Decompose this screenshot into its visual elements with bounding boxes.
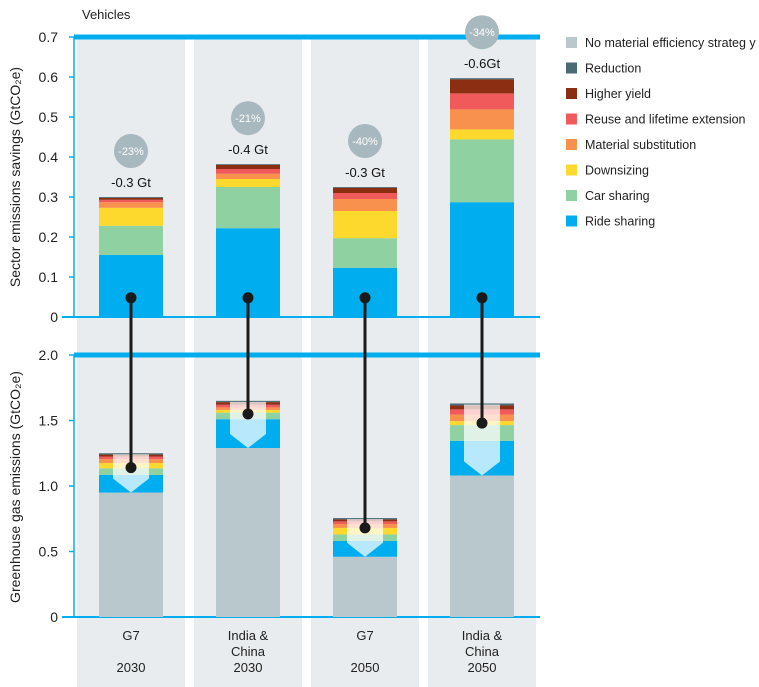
saving-arrow [464,404,500,476]
legend-swatch [566,88,577,99]
top-bar-segment-reduction [450,78,514,80]
top-bar-segment-reuse-and-lifetime-extension [450,93,514,110]
x-label-region: India & [462,628,503,643]
top-tick-label: 0.2 [39,229,59,245]
bottom-y-axis-title: Greenhouse gas emissions (GtCO₂e) [7,371,23,603]
top-tick-label: 0.7 [39,29,59,45]
top-bar-segment-material-substitution [333,199,397,211]
top-bar-segment-higher-yield [450,79,514,94]
top-bar-segment-reduction [216,164,280,165]
bottom-bar-baseline [216,448,280,617]
chart-title: Vehicles [82,7,131,22]
top-bar-segment-reduction [333,187,397,188]
legend-swatch [566,164,577,176]
legend-label: Ride sharing [585,215,655,229]
x-label-year: 2030 [117,660,146,675]
top-bar-segment-car-sharing [99,225,163,255]
top-bar-segment-reuse-and-lifetime-extension [216,169,280,174]
legend-swatch [566,37,577,48]
percent-label: -21% [235,113,261,125]
x-label-region: India & [228,628,269,643]
bottom-tick-label: 2.0 [39,347,59,363]
total-label: -0.4 Gt [228,142,268,157]
top-bar-segment-reduction [99,197,163,198]
top-bar-segment-downsizing [216,179,280,187]
percent-bubble [465,15,499,50]
legend-label: Material substitution [585,138,696,152]
top-y-axis-title: Sector emissions savings (GtCO₂e) [7,67,23,287]
top-bar-segment-downsizing [450,129,514,140]
connector-dot-top [359,292,371,304]
bottom-tick-label: 1.5 [39,413,59,429]
legend-label: No material efficiency strateg y [585,36,756,50]
connector-dot-bottom [242,408,254,420]
top-bar-segment-higher-yield [216,165,280,169]
legend-label: Downsizing [585,164,649,178]
legend: No material efficiency strateg y Reductio… [566,36,756,229]
top-tick-label: 0.6 [39,69,59,85]
legend-swatch [566,139,577,150]
top-bar-segment-car-sharing [216,187,280,229]
percent-label: -34% [469,27,495,39]
top-bar-segment-car-sharing [450,139,514,203]
x-label-region-2: China [465,644,500,659]
saving-arrow [230,401,266,449]
top-labels: -0.3 Gt -23% -0.4 Gt -21% -0.3 Gt -40% -0.6Gt -… [111,15,500,190]
legend-label: Car sharing [585,189,650,203]
total-label: -0.3 Gt [111,175,151,190]
saving-arrow [347,519,383,557]
legend-label: Reduction [585,62,641,76]
top-bar-segment-downsizing [99,207,163,226]
top-bar-segment-material-substitution [99,202,163,208]
x-label-year: 2050 [351,660,380,675]
top-bar-segment-reuse-and-lifetime-extension [99,199,163,203]
x-label-year: 2050 [468,660,497,675]
connector-dot-top [242,292,254,304]
total-label: -0.6Gt [464,56,501,71]
x-label-year: 2030 [234,660,263,675]
bottom-tick-label: 1.0 [39,478,59,494]
legend-swatch [566,215,577,227]
legend-label: Higher yield [585,87,651,101]
x-label-region-2: China [231,644,266,659]
top-tick-label: 0.4 [39,149,59,165]
top-tick-label: 0.3 [39,189,59,205]
top-tick-label: 0.1 [39,269,59,285]
connectors [125,292,488,534]
legend-swatch [566,190,577,201]
x-label-region: G7 [356,628,373,643]
saving-arrow [113,454,149,493]
top-tick-label: 0.5 [39,109,59,125]
total-label: -0.3 Gt [345,165,385,180]
legend-swatch [566,62,577,74]
bottom-bar-baseline [99,492,163,617]
legend-swatch [566,113,577,125]
top-bar-segment-reuse-and-lifetime-extension [333,193,397,199]
connector-dot-bottom [359,522,371,534]
connector-dot-bottom [476,417,488,429]
bottom-tick-label: 0.5 [39,544,59,560]
percent-bubble [114,134,148,168]
percent-bubble [231,101,265,136]
top-bar-segment-material-substitution [450,109,514,130]
top-bar-segment-material-substitution [216,173,280,179]
percent-bubble [348,124,382,158]
connector-dot-top [125,292,137,304]
top-bar-segment-higher-yield [99,197,163,200]
bottom-bar-baseline [450,475,514,617]
percent-label: -23% [118,146,144,158]
top-tick-label: 0 [50,309,58,325]
connector-dot-bottom [125,462,137,474]
top-bar-segment-higher-yield [333,187,397,193]
top-bar-segment-car-sharing [333,238,397,268]
legend-label: Reuse and lifetime extension [585,113,746,127]
percent-label: -40% [352,136,378,148]
bottom-tick-label: 0 [50,609,58,625]
x-label-region: G7 [122,628,139,643]
bottom-bar-baseline [333,556,397,617]
connector-dot-top [476,292,488,304]
top-bar-segment-downsizing [333,211,397,239]
